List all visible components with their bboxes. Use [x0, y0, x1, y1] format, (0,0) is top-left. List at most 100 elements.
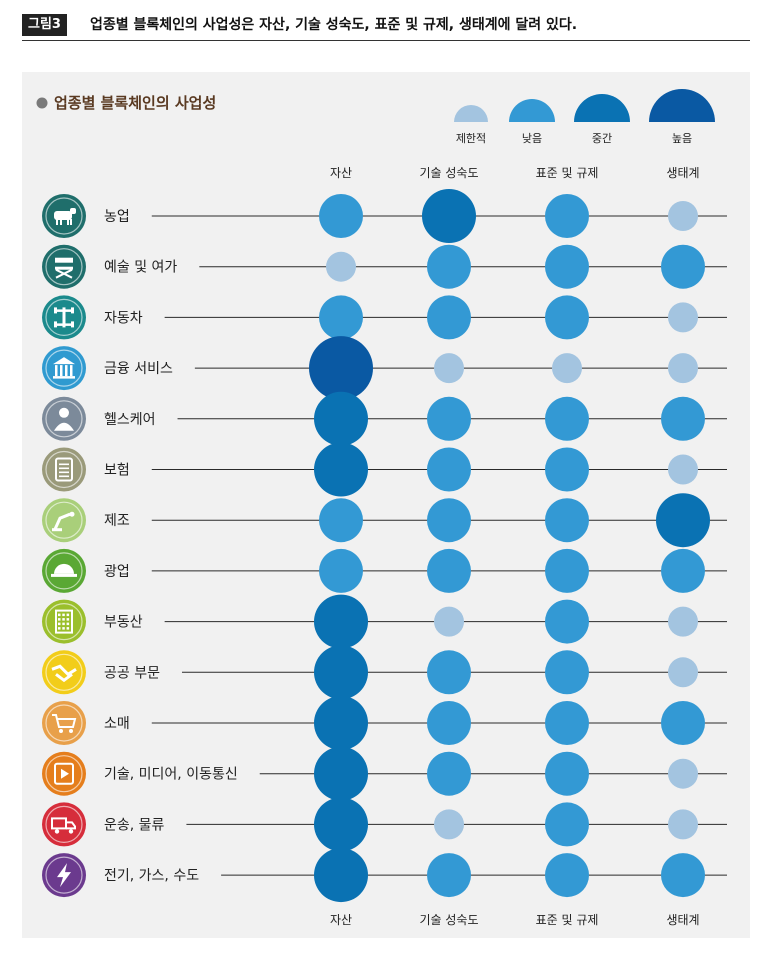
icon-background: [42, 346, 86, 391]
building-window: [66, 618, 70, 621]
column-header-bottom-4: 생태계: [666, 913, 699, 927]
bank-column: [60, 365, 63, 377]
bubble-2: [427, 751, 471, 796]
legend-swatch-1: [454, 105, 488, 122]
building-window: [62, 613, 65, 617]
row-label: 소매: [104, 716, 130, 732]
cart-wheel: [69, 729, 73, 733]
building-window: [58, 618, 61, 621]
icon-background: [42, 701, 86, 745]
wheel: [71, 307, 74, 314]
building-window: [58, 622, 61, 626]
bubble-1: [326, 251, 356, 282]
bubble-1: [314, 797, 368, 852]
bank-roof: [53, 357, 75, 365]
bubble-2: [434, 353, 464, 384]
building-icon: [42, 599, 86, 644]
hard-hat-icon: [42, 548, 86, 593]
bubble-2: [427, 447, 471, 492]
cart-basket: [52, 714, 77, 728]
wheel: [54, 307, 57, 314]
building-window: [62, 627, 65, 630]
cow-leg: [56, 219, 58, 225]
building-window: [62, 618, 65, 621]
legend-label-4: 높음: [672, 132, 692, 145]
handshake-icon: [42, 650, 86, 695]
chart-row: 소매: [42, 696, 727, 750]
chart-row: 전기, 가스, 수도: [42, 848, 727, 903]
column-header-bottom-1: 자산: [330, 913, 352, 927]
column-header-top-1: 자산: [330, 166, 352, 180]
bubble-4: [668, 606, 698, 637]
lightning-bolt: [57, 863, 71, 888]
column-header-bottom-3: 표준 및 규제: [536, 913, 599, 927]
cow-icon: [42, 194, 86, 238]
chair-seat: [55, 266, 73, 270]
bubble-4: [661, 244, 705, 289]
bubble-4: [668, 758, 698, 789]
chart-row: 공공 부문: [42, 645, 727, 700]
bubble-3: [552, 353, 582, 384]
film-play-icon: [42, 751, 86, 796]
icon-ring: [45, 248, 83, 286]
column-header-top-3: 표준 및 규제: [536, 166, 599, 180]
row-label: 헬스케어: [104, 412, 156, 428]
building-window: [62, 622, 65, 626]
chair-back: [55, 257, 73, 263]
row-label: 농업: [104, 209, 130, 225]
chart-row: 운송, 물류: [42, 797, 727, 852]
wheel: [71, 321, 74, 328]
row-label: 기술, 미디어, 이동통신: [104, 767, 238, 783]
chart-row: 제조: [42, 493, 727, 548]
bubble-1: [319, 295, 363, 340]
bubble-2: [427, 295, 471, 340]
bubble-2: [427, 498, 471, 543]
doc-line: [59, 467, 69, 470]
chart-row: 예술 및 여가: [42, 244, 727, 289]
doc-frame: [55, 457, 73, 482]
doc-line: [59, 463, 69, 466]
axle-shaft: [62, 307, 66, 328]
bubble-4: [668, 201, 698, 231]
bubble-3: [545, 802, 589, 847]
icon-ring: [45, 349, 83, 387]
building-window: [66, 622, 70, 626]
bubble-1: [314, 645, 368, 700]
building-window: [58, 613, 61, 617]
bubble-1: [309, 336, 373, 401]
bubble-1: [314, 594, 368, 649]
legend-swatch-3: [574, 94, 630, 122]
bubble-2: [427, 548, 471, 593]
bubble-3: [545, 295, 589, 340]
bubble-4: [661, 548, 705, 593]
bubble-1: [314, 442, 368, 497]
cart-wheel: [59, 729, 63, 733]
chart-row: 농업: [42, 189, 727, 243]
chart-row: 헬스케어: [42, 391, 727, 446]
chart-row: 광업: [42, 548, 727, 593]
bubble-3: [545, 396, 589, 441]
row-label: 금융 서비스: [104, 361, 173, 377]
shopping-cart-icon: [42, 701, 86, 745]
axle-chassis-icon: [42, 295, 86, 340]
bubble-2: [434, 606, 464, 637]
icon-ring: [45, 400, 83, 438]
icon-ring: [45, 704, 83, 742]
building-frame: [55, 609, 73, 634]
chart-row: 금융 서비스: [42, 336, 727, 401]
axle-front: [55, 309, 73, 312]
row-label: 전기, 가스, 수도: [104, 868, 199, 884]
bubble-1: [319, 548, 363, 593]
bubble-3: [545, 701, 589, 745]
hands-lower: [55, 673, 73, 683]
row-label: 운송, 물류: [104, 817, 165, 833]
bubble-3: [545, 244, 589, 289]
bubble-1: [314, 696, 368, 750]
bubble-1: [314, 391, 368, 446]
film-frame: [54, 762, 74, 785]
chart-row: 부동산: [42, 594, 727, 649]
bank-column: [65, 365, 68, 377]
chart-row: 기술, 미디어, 이동통신: [42, 746, 727, 801]
chart-panel: 업종별 블록체인의 사업성 제한적 낮음 중간 높음 자산 기술 성숙도 표준 및 규제 생…: [22, 72, 750, 938]
legend-label-2: 낮음: [522, 132, 542, 145]
